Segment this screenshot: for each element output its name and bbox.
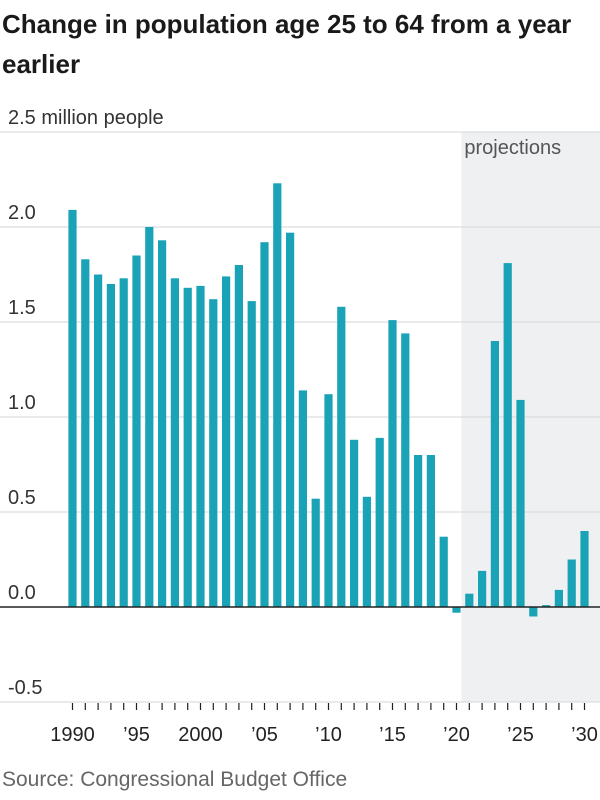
bar-2006 xyxy=(273,183,282,608)
bar-2029 xyxy=(567,559,576,607)
bar-1992 xyxy=(94,274,103,607)
projection-label: projections xyxy=(464,137,561,159)
bar-2012 xyxy=(350,439,359,607)
bar-2010 xyxy=(324,394,333,607)
x-tick-label-1990: 1990 xyxy=(50,724,95,746)
bar-2007 xyxy=(286,232,295,607)
bar-2014 xyxy=(375,437,384,607)
x-tick-label-2020: ’20 xyxy=(443,724,470,746)
bar-1995 xyxy=(132,255,141,607)
bar-2003 xyxy=(234,265,243,607)
bar-2011 xyxy=(337,306,346,607)
bar-2001 xyxy=(209,299,218,607)
bar-2028 xyxy=(554,589,563,607)
source-note: Source: Congressional Budget Office xyxy=(2,768,348,791)
bar-2018 xyxy=(426,455,435,607)
bar-2013 xyxy=(362,496,371,607)
bar-2022 xyxy=(478,570,487,607)
y-tick-label-3: 1.0 xyxy=(8,392,36,414)
chart-title: Change in population age 25 to 64 from a… xyxy=(2,9,572,79)
y-tick-label-0: 2.5 million people xyxy=(8,107,164,129)
y-tick-label-5: 0.0 xyxy=(8,582,36,604)
bar-2023 xyxy=(490,341,499,607)
bar-2017 xyxy=(414,455,423,607)
y-tick-label-1: 2.0 xyxy=(8,202,36,224)
bar-1999 xyxy=(183,287,192,607)
bar-2016 xyxy=(401,333,410,607)
bar-2008 xyxy=(298,390,307,607)
bar-2030 xyxy=(580,531,589,607)
bar-1998 xyxy=(170,278,179,607)
bar-1991 xyxy=(81,259,90,607)
bar-2019 xyxy=(439,536,448,607)
bar-1996 xyxy=(145,227,154,607)
bar-1990 xyxy=(68,209,77,607)
x-tick-label-2025: ’25 xyxy=(507,724,534,746)
bar-1997 xyxy=(158,240,167,608)
bar-2026 xyxy=(529,607,538,617)
x-tick-label-2000: 2000 xyxy=(178,724,223,746)
bar-1994 xyxy=(119,278,128,607)
x-tick-label-2015: ’15 xyxy=(379,724,406,746)
x-tick-label-2030: ’30 xyxy=(571,724,598,746)
x-tick-label-1995: ’95 xyxy=(123,724,150,746)
x-tick-label-2005: ’05 xyxy=(251,724,278,746)
y-tick-label-2: 1.5 xyxy=(8,297,36,319)
bar-2021 xyxy=(465,593,474,607)
bar-2015 xyxy=(388,320,397,607)
bar-1993 xyxy=(106,284,115,607)
x-tick-label-2010: ’10 xyxy=(315,724,342,746)
bar-2020 xyxy=(452,607,461,613)
bar-2009 xyxy=(311,498,320,607)
bar-2005 xyxy=(260,242,269,607)
bar-2027 xyxy=(542,605,551,607)
bar-2025 xyxy=(516,399,525,607)
bar-2000 xyxy=(196,285,205,607)
bar-2002 xyxy=(222,276,231,607)
bar-2004 xyxy=(247,301,256,607)
bar-2024 xyxy=(503,263,512,607)
y-tick-label-4: 0.5 xyxy=(8,487,36,509)
y-tick-label-6: -0.5 xyxy=(8,677,42,699)
